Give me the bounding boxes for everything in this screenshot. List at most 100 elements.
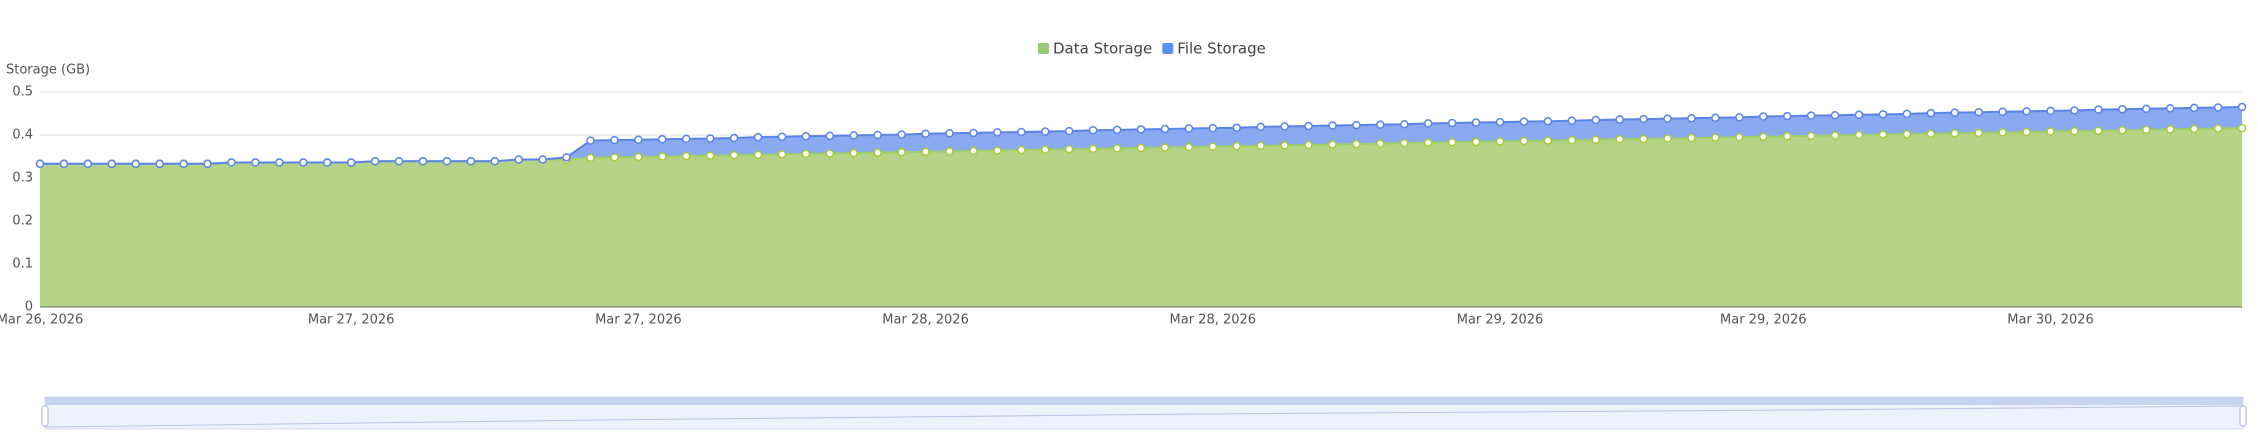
point [873,148,882,157]
point [1926,129,1936,138]
area [40,128,2242,307]
point [2022,127,2031,137]
point [59,159,69,169]
point [1304,140,1313,150]
point [155,159,164,169]
point [1471,118,1481,127]
point [1543,136,1553,145]
point [586,136,595,145]
point [1328,121,1337,130]
y-tick-label: 0.4 [12,128,33,143]
point [2070,126,2079,136]
point [299,158,308,167]
point [729,150,739,160]
point [849,148,859,158]
point [849,131,859,140]
point [203,159,212,169]
point [705,151,715,160]
point [1184,142,1194,152]
point [1878,130,1888,139]
point [1160,124,1170,134]
point [2237,102,2247,112]
point [777,150,787,159]
point [1519,117,1529,126]
point [370,156,380,166]
point [418,156,428,166]
point [1974,107,1983,117]
x-tick-label: Mar 30, 2026 [2007,313,2094,328]
point [2142,125,2151,135]
point [729,133,739,143]
point [1352,120,1361,130]
point [897,130,906,139]
point [2213,124,2223,133]
point [2046,106,2055,116]
point [634,135,643,144]
point [1663,134,1672,143]
point [227,158,236,167]
point [801,149,811,159]
x-tick-label: Mar 29, 2026 [1457,313,1544,328]
point [538,155,547,164]
x-tick-label: Mar 28, 2026 [1170,313,1257,328]
point [1519,136,1529,146]
y-tick-label: 0.1 [12,257,33,272]
point [1902,129,1912,139]
point [1902,109,1912,119]
point [1567,135,1577,145]
legend-item[interactable]: Data Storage [1038,40,1152,58]
point [2189,103,2199,113]
point [1639,134,1648,144]
point [753,150,763,160]
point [1974,128,1983,138]
x-tick-label: Mar 27, 2026 [308,313,395,328]
point [586,153,595,163]
legend-swatch [1038,43,1049,54]
point [2070,106,2079,115]
point [251,158,260,167]
zoom-handle[interactable] [41,405,49,427]
point [705,134,715,143]
point [1950,129,1960,138]
point [1064,144,1074,154]
zoom-handle[interactable] [2239,405,2247,427]
point [346,158,356,167]
point [945,147,954,156]
point [1232,141,1241,151]
point [1112,125,1122,135]
point [873,130,882,140]
data-zoom[interactable] [41,396,2247,430]
point [275,158,284,167]
point [2094,105,2103,114]
point [2165,104,2175,113]
point [2118,126,2127,135]
point [2142,104,2151,114]
point [1543,116,1553,126]
point [1256,141,1265,150]
point [969,128,978,138]
point [1663,114,1672,123]
y-axis-title: Storage (GB) [6,63,90,78]
point [1136,143,1146,153]
point [921,129,930,138]
point [442,156,452,166]
zoom-bar[interactable] [45,397,2243,405]
point [1735,132,1744,142]
point [1184,124,1194,133]
y-tick-label: 0.2 [12,214,33,229]
point [1280,141,1289,150]
legend-swatch [1162,43,1174,54]
point [825,149,835,158]
point [921,147,930,157]
point [1806,131,1816,141]
point [945,129,954,138]
point [2165,125,2175,134]
point [1017,127,1026,137]
point [897,147,906,157]
point [1447,118,1457,128]
legend-item[interactable]: File Storage [1162,40,1266,58]
x-tick-label: Mar 26, 2026 [0,313,83,328]
point [2046,127,2055,136]
y-tick-label: 0 [25,300,33,315]
point [969,146,978,156]
